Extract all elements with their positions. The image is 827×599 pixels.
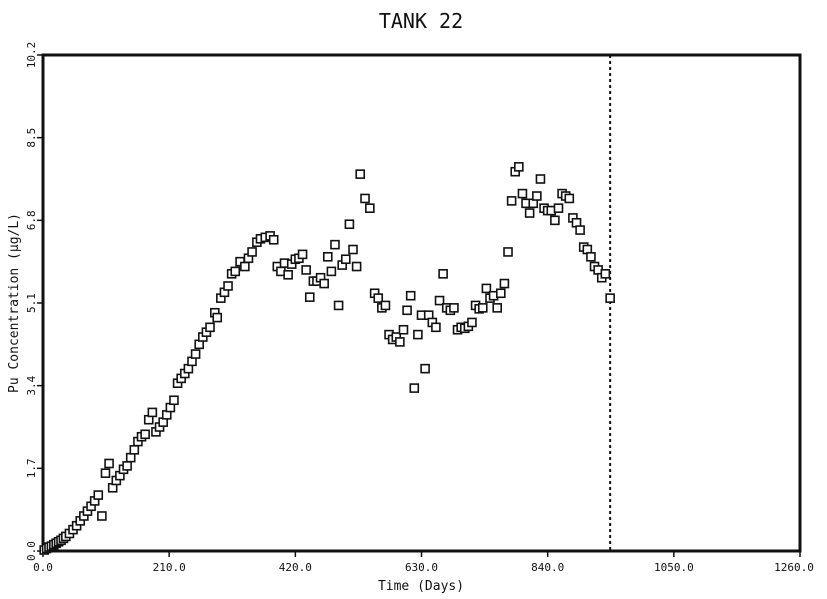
x-tick-label: 840.0 [531, 561, 564, 574]
data-points [39, 162, 615, 555]
y-tick-label: 6.8 [25, 210, 38, 230]
data-point [586, 252, 596, 262]
data-point [125, 452, 136, 463]
data-point [355, 169, 366, 179]
data-point [365, 203, 375, 213]
x-tick-label: 210.0 [153, 561, 186, 574]
data-point [600, 269, 611, 279]
y-tick-label: 5.1 [25, 293, 38, 313]
data-point [575, 225, 585, 235]
data-point [97, 511, 107, 521]
data-point [449, 303, 459, 313]
data-point [420, 363, 430, 374]
data-point [438, 269, 448, 279]
data-point [301, 265, 311, 275]
data-point [553, 203, 564, 213]
data-point [330, 239, 340, 250]
data-point [564, 193, 575, 204]
plot-area-frame [41, 53, 802, 553]
data-point [405, 290, 416, 301]
y-tick-label: 8.5 [25, 128, 38, 148]
data-point [434, 295, 445, 306]
data-point [409, 383, 420, 393]
data-point [398, 324, 409, 335]
data-point [351, 261, 362, 272]
x-axis-label: Time (Days) [378, 579, 464, 594]
data-point [481, 283, 492, 294]
data-point [104, 458, 114, 469]
data-point [223, 281, 233, 291]
y-tick-label: 3.4 [25, 375, 38, 395]
data-point [205, 322, 215, 333]
y-tick-label: 0.0 [25, 541, 38, 561]
data-point [605, 293, 615, 303]
data-point [344, 219, 355, 230]
data-point [499, 278, 510, 289]
data-point [506, 196, 517, 206]
data-point [129, 445, 140, 455]
data-point [503, 247, 513, 257]
data-point [517, 188, 528, 199]
data-point [348, 244, 358, 255]
data-point [340, 254, 351, 265]
data-point [319, 278, 329, 289]
data-point [514, 162, 524, 172]
data-point [524, 208, 535, 218]
data-point [169, 395, 179, 406]
data-point [140, 429, 150, 440]
data-point [190, 349, 201, 359]
y-axis-ticks: 0.0 1.7 3.4 5.1 6.8 8.5 10.2 [25, 42, 43, 561]
data-point [230, 266, 241, 277]
data-point [532, 191, 542, 201]
data-point [147, 407, 158, 418]
data-point [212, 312, 223, 323]
data-point [93, 490, 104, 500]
data-point [304, 292, 315, 302]
data-point [100, 468, 111, 478]
data-point [535, 174, 546, 184]
y-tick-label: 10.2 [25, 42, 38, 69]
data-point [550, 215, 560, 226]
data-point [477, 303, 488, 313]
data-point [380, 300, 391, 311]
y-tick-label: 1.7 [25, 458, 38, 478]
data-point [431, 322, 441, 333]
data-point [268, 234, 279, 245]
data-point [122, 461, 132, 471]
x-tick-label: 0.0 [33, 561, 53, 574]
data-point [373, 293, 384, 303]
data-point [395, 337, 405, 347]
data-point [333, 300, 344, 311]
x-tick-label: 1050.0 [654, 561, 694, 574]
data-point [283, 269, 293, 280]
data-point [496, 288, 506, 299]
data-point [402, 305, 412, 316]
data-point [360, 193, 370, 204]
y-axis-label: Pu Concentration (µg/L) [7, 213, 22, 393]
data-point [240, 261, 250, 272]
x-tick-label: 420.0 [279, 561, 312, 574]
x-axis-ticks: 0.0 210.0 420.0 630.0 840.0 1050.0 1260.0 [33, 551, 814, 574]
data-point [297, 249, 308, 260]
data-point [322, 252, 333, 262]
x-tick-label: 630.0 [405, 561, 438, 574]
data-point [326, 266, 337, 277]
data-point [413, 329, 423, 340]
data-point [467, 317, 477, 328]
chart-title: TANK 22 [379, 9, 463, 33]
data-point [247, 247, 257, 257]
x-tick-label: 1260.0 [774, 561, 814, 574]
data-point [492, 303, 503, 313]
